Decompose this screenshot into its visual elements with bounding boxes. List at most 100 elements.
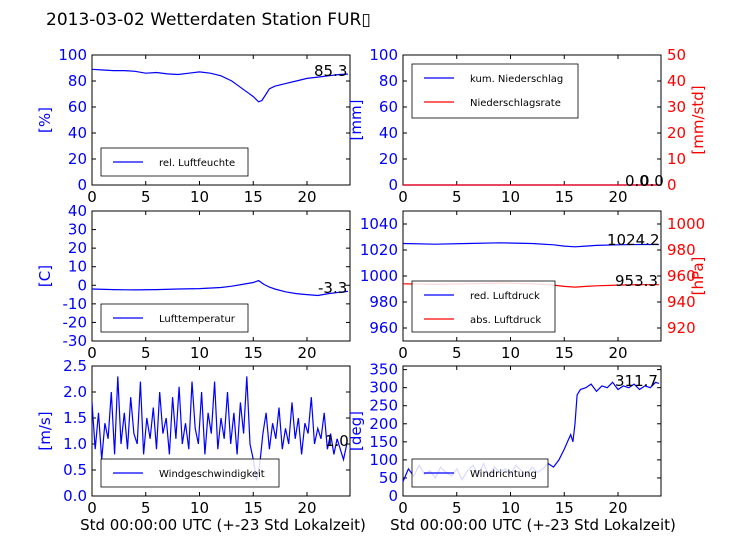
- legend-label: kum. Niederschlag: [470, 74, 563, 85]
- x-tick-label: 0: [87, 188, 97, 206]
- y-tick-label: 1.0: [63, 435, 87, 453]
- legend-label: abs. Luftdruck: [470, 315, 541, 326]
- y-tick-label: 100: [58, 46, 87, 64]
- y-tick-label: 0: [77, 276, 87, 294]
- legend-label: Windgeschwindigkeit: [159, 469, 265, 480]
- plot-frame: [91, 210, 351, 342]
- legend-box: [411, 63, 579, 119]
- panel-humidity: 0 5 10 15 20 0 20 40 60 80 100 [%] rel. Luftfeuchte 8…: [36, 46, 351, 206]
- y-axis-label: [deg]: [347, 411, 365, 451]
- x-tick-label: 20: [608, 499, 627, 517]
- x-tick-label: 5: [452, 188, 462, 206]
- x-tick-label: 15: [555, 499, 574, 517]
- x-tick-label: 10: [190, 344, 209, 362]
- y-right-tick-label: 920: [667, 319, 696, 337]
- y-tick-label: -30: [63, 332, 88, 350]
- panel-temperature: 0 5 10 15 20-30-20-10010203040[C]Lufttempera…: [36, 202, 351, 362]
- y-tick-label: 80: [379, 72, 398, 90]
- plot-frame: [91, 54, 351, 186]
- panel-precipitation: 0 5 10 15 20 0 20 40 60 80 100 0 10 20 30 40 50 [mm] [mm/s…: [347, 46, 707, 206]
- y-tick-label: 20: [68, 239, 87, 257]
- y-tick-label: 10: [68, 258, 87, 276]
- y-tick-label: -10: [63, 295, 88, 313]
- legend-label: rel. Luftfeuchte: [159, 158, 235, 169]
- legend-box: [411, 280, 556, 333]
- value-annotation: 85.3: [314, 62, 347, 80]
- y-tick-label: 60: [68, 98, 87, 116]
- value-annotation: -3.3: [318, 279, 347, 297]
- series-line: [91, 376, 348, 481]
- y-right-tick-label: 30: [667, 98, 686, 116]
- plot-frame: [402, 365, 662, 497]
- x-tick-label: 15: [555, 344, 574, 362]
- y-tick-label: 0.5: [63, 461, 87, 479]
- y-tick-label: 40: [379, 124, 398, 142]
- x-tick-label: 20: [297, 188, 316, 206]
- x-tick-label: 10: [190, 188, 209, 206]
- y-tick-label: 1000: [360, 267, 398, 285]
- value-annotation-right: 0.0: [640, 172, 664, 190]
- y-tick-label: 0.0: [63, 487, 87, 505]
- y-right-tick-label: 40: [667, 72, 686, 90]
- y-tick-label: 80: [68, 72, 87, 90]
- x-tick-label: 5: [141, 344, 151, 362]
- x-axis-label-left: Std 00:00:00 UTC (+-23 Std Lokalzeit): [80, 516, 366, 534]
- x-tick-label: 0: [87, 499, 97, 517]
- y-tick-label: 100: [369, 46, 398, 64]
- x-tick-label: 10: [501, 344, 520, 362]
- x-tick-label: 0: [398, 344, 408, 362]
- plot-frame: [91, 365, 351, 497]
- y-tick-label: 200: [369, 415, 398, 433]
- y-right-axis-label: [mm/std]: [689, 85, 707, 154]
- x-tick-label: 5: [141, 188, 151, 206]
- legend-label: Lufttemperatur: [159, 314, 236, 325]
- y-right-tick-label: 10: [667, 150, 686, 168]
- y-right-tick-label: 20: [667, 124, 686, 142]
- value-annotation-right: 953.3: [615, 272, 658, 290]
- y-right-tick-label: 960: [667, 267, 696, 285]
- value-annotation: 0.0: [625, 172, 649, 190]
- x-tick-label: 20: [608, 344, 627, 362]
- series-line: [91, 279, 348, 297]
- value-annotation: 1024.2: [607, 231, 660, 249]
- y-tick-label: 250: [369, 397, 398, 415]
- y-tick-label: 300: [369, 379, 398, 397]
- y-tick-label: 150: [369, 433, 398, 451]
- x-tick-label: 5: [452, 499, 462, 517]
- y-right-tick-label: 980: [667, 241, 696, 259]
- x-tick-label: 10: [501, 499, 520, 517]
- y-tick-label: 0: [388, 487, 398, 505]
- y-tick-label: 20: [68, 150, 87, 168]
- legend-label: Niederschlagsrate: [470, 98, 561, 109]
- x-tick-label: 10: [501, 188, 520, 206]
- y-tick-label: 0: [388, 176, 398, 194]
- legend-label: Windrichtung: [470, 469, 537, 480]
- x-axis-label-right: Std 00:00:00 UTC (+-23 Std Lokalzeit): [390, 516, 676, 534]
- y-tick-label: 2.5: [63, 357, 87, 375]
- y-tick-label: 40: [68, 202, 87, 220]
- x-tick-label: 5: [141, 499, 151, 517]
- x-tick-label: 0: [398, 188, 408, 206]
- x-tick-label: 0: [398, 499, 408, 517]
- y-tick-label: 0: [77, 176, 87, 194]
- x-tick-label: 20: [297, 499, 316, 517]
- y-tick-label: 1020: [360, 241, 398, 259]
- series-line: [91, 68, 348, 103]
- y-right-tick-label: 1000: [667, 215, 705, 233]
- y-tick-label: 30: [68, 221, 87, 239]
- y-axis-label: [mm]: [347, 100, 365, 141]
- y-tick-label: -20: [63, 313, 88, 331]
- y-right-tick-label: 940: [667, 293, 696, 311]
- y-right-tick-label: 50: [667, 46, 686, 64]
- y-tick-label: 100: [369, 451, 398, 469]
- y-tick-label: 1040: [360, 215, 398, 233]
- y-tick-label: 350: [369, 361, 398, 379]
- x-tick-label: 20: [608, 188, 627, 206]
- legend-label: red. Luftdruck: [470, 291, 540, 302]
- panel-wind_direction: 0 5 10 15 20050100150200250300350[deg]Windri…: [347, 361, 662, 517]
- x-tick-label: 0: [87, 344, 97, 362]
- y-right-tick-label: 0: [667, 176, 677, 194]
- x-tick-label: 15: [555, 188, 574, 206]
- x-tick-label: 5: [452, 344, 462, 362]
- y-axis-label: [m/s]: [36, 411, 54, 450]
